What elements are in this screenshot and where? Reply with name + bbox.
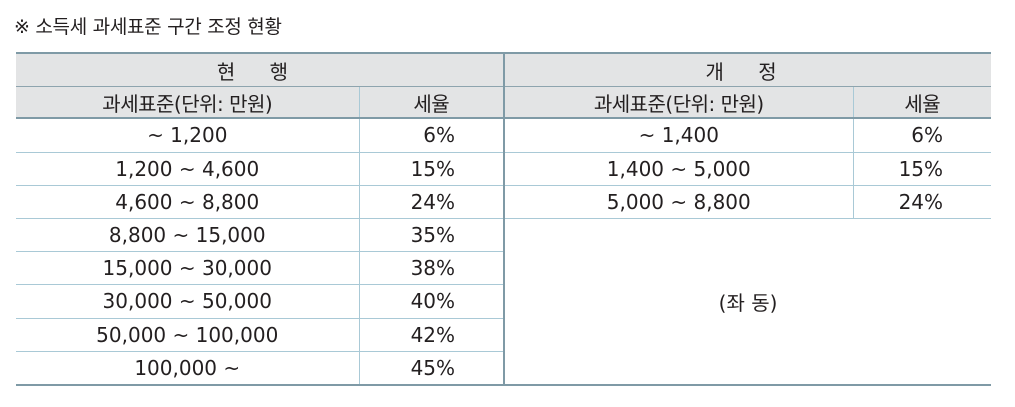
revised-range: 1,400 ~ 5,000 <box>503 152 854 186</box>
table-row: 15,000 ~ 30,000 38% <box>16 251 991 286</box>
current-range: 1,200 ~ 4,600 <box>16 152 359 186</box>
revised-range: 5,000 ~ 8,800 <box>503 185 854 219</box>
current-rate: 15% <box>358 152 505 186</box>
table-row: ~ 1,200 6% ~ 1,400 6% <box>16 118 992 153</box>
revised-rate: 6% <box>852 118 992 153</box>
revised-same-note: (좌 동) <box>503 218 992 384</box>
current-rate: 40% <box>358 284 505 319</box>
header-revised-tax-base: 과세표준(단위: 만원) <box>503 86 854 120</box>
current-range: 4,600 ~ 8,800 <box>16 185 359 219</box>
header-current-tax-base: 과세표준(단위: 만원) <box>16 86 359 120</box>
revised-rate: 24% <box>852 185 992 219</box>
current-range: 50,000 ~ 100,000 <box>16 318 359 352</box>
header-current: 현 행 <box>16 54 505 88</box>
table-row: 1,200 ~ 4,600 15% 1,400 ~ 5,000 15% <box>16 152 992 186</box>
table-row: 8,800 ~ 15,000 35% (좌 동) <box>16 218 992 384</box>
current-rate: 38% <box>358 251 505 286</box>
current-range: ~ 1,200 <box>16 118 359 153</box>
revised-rate: 15% <box>852 152 992 186</box>
table-row: 30,000 ~ 50,000 40% <box>16 284 991 319</box>
revised-range: ~ 1,400 <box>503 118 854 153</box>
current-rate: 24% <box>358 185 505 219</box>
current-rate: 45% <box>358 351 505 384</box>
current-range: 30,000 ~ 50,000 <box>16 284 359 319</box>
table-row: 50,000 ~ 100,000 42% <box>16 318 991 352</box>
current-rate: 35% <box>358 218 505 253</box>
current-rate: 6% <box>358 118 505 153</box>
table-caption: ※ 소득세 과세표준 구간 조정 현황 <box>14 16 282 38</box>
table-row: 4,600 ~ 8,800 24% 5,000 ~ 8,800 24% <box>16 185 992 219</box>
header-revised-rate: 세율 <box>852 86 992 120</box>
current-range: 100,000 ~ <box>134 355 241 380</box>
table-row: 100,000 ~ 45% <box>16 351 991 384</box>
current-range: 15,000 ~ 30,000 <box>16 251 359 286</box>
current-rate: 42% <box>358 318 505 352</box>
current-range: 8,800 ~ 15,000 <box>16 218 359 253</box>
header-revised: 개 정 <box>503 54 992 88</box>
tax-bracket-table: 현 행 개 정 과세표준(단위: 만원) 세율 과세표준(단위: 만원) 세율 … <box>16 52 992 386</box>
header-current-rate: 세율 <box>358 86 505 120</box>
